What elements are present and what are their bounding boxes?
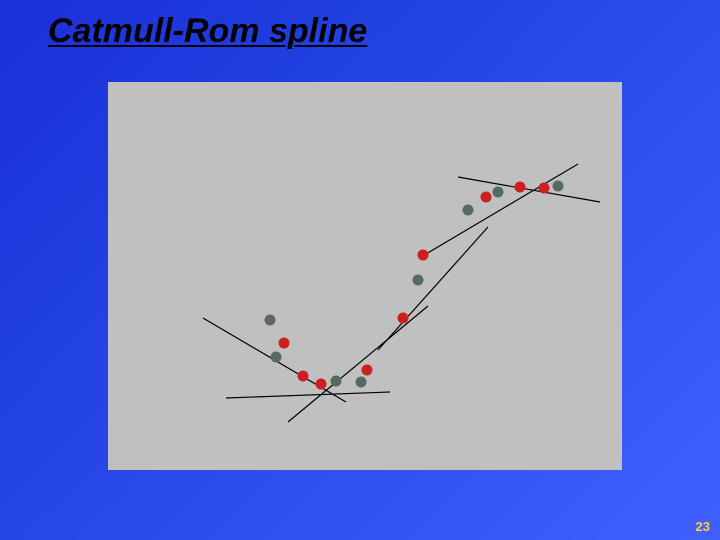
curve-point	[279, 338, 290, 349]
control-point	[265, 315, 276, 326]
control-point	[331, 376, 342, 387]
curve-point	[298, 371, 309, 382]
control-point	[553, 181, 564, 192]
control-point	[271, 352, 282, 363]
control-point	[463, 205, 474, 216]
curve-point	[362, 365, 373, 376]
curve-point	[539, 183, 550, 194]
control-point	[493, 187, 504, 198]
plot-background	[108, 82, 622, 470]
slide-title: Catmull-Rom spline	[48, 12, 367, 51]
page-number: 23	[696, 519, 710, 534]
curve-point	[398, 313, 409, 324]
control-point	[356, 377, 367, 388]
spline-svg	[108, 82, 622, 470]
curve-point	[515, 182, 526, 193]
spline-diagram	[108, 82, 622, 470]
curve-point	[481, 192, 492, 203]
control-point	[413, 275, 424, 286]
curve-point	[418, 250, 429, 261]
curve-point	[316, 379, 327, 390]
slide: Catmull-Rom spline 23	[0, 0, 720, 540]
